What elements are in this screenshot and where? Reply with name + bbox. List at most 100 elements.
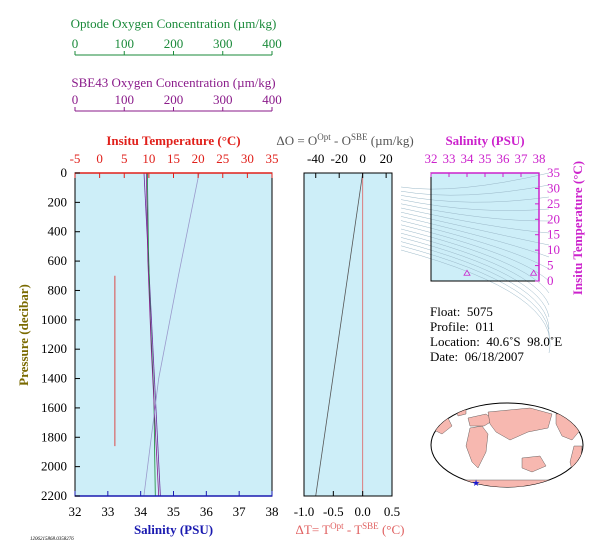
ts-temperature-tick-label: 10 [547, 242, 560, 257]
salinity-tick-label: 38 [266, 504, 279, 519]
profile-label: Profile: 011 [430, 319, 495, 334]
pressure-tick-label: 800 [48, 282, 68, 297]
location-label: Location: 40.6˚S 98.0˚E [430, 334, 563, 349]
ts-temperature-tick-label: 20 [547, 211, 560, 226]
land-mass [487, 407, 553, 441]
land-mass [465, 425, 489, 469]
ts-panel-bg [431, 173, 539, 281]
ts-temperature-tick-label: 5 [547, 258, 554, 273]
temperature-tick-label: 0 [96, 151, 103, 166]
ts-point [463, 269, 471, 276]
ts-temperature-tick-label: 30 [547, 180, 560, 195]
date-label: Date: 06/18/2007 [430, 349, 524, 364]
pressure-tick-label: 1600 [41, 400, 67, 415]
temperature-tick-label: 30 [241, 151, 254, 166]
delta-o-tick-label: -20 [331, 151, 348, 166]
delta-t-tick-label: -0.5 [323, 504, 344, 519]
ts-salinity-axis-title: Salinity (PSU) [445, 133, 524, 148]
ts-density-contour [400, 207, 550, 234]
delta-o-tick-label: 20 [380, 151, 393, 166]
pressure-tick-label: 0 [61, 165, 68, 180]
pressure-axis-title: Pressure (decibar) [16, 284, 31, 386]
delta-t-axis-title: ΔT= TOpt - TSBE (°C) [296, 521, 405, 537]
temperature-tick-label: 20 [192, 151, 205, 166]
ts-temperature-tick-label: 15 [547, 227, 560, 242]
footer-stamp: 1206215868.0358276 [30, 537, 74, 542]
delta-t-tick-label: 0.0 [355, 504, 371, 519]
salinity-tick-label: 36 [200, 504, 214, 519]
pressure-tick-label: 400 [48, 224, 68, 239]
delta-panel-frame [303, 172, 393, 497]
ts-temperature-axis-title: Insitu Temperature (°C) [570, 161, 585, 295]
ts-density-contour [400, 216, 550, 258]
pressure-tick-label: 1200 [41, 341, 67, 356]
salinity-tick-label: 35 [167, 504, 180, 519]
pressure-tick-label: 2000 [41, 459, 67, 474]
temperature-tick-label: -5 [70, 151, 81, 166]
ts-density-contour [400, 184, 550, 196]
series-salinity [143, 172, 161, 497]
ts-density-contour [400, 172, 550, 190]
salinity-tick-label: 32 [69, 504, 82, 519]
ts-density-contour [400, 203, 550, 222]
pressure-tick-label: 1400 [41, 371, 67, 386]
ts-density-contour [400, 224, 550, 282]
optode-axis-label: Optode Oxygen Concentration (µm/kg) [71, 16, 277, 31]
ts-density-contour [400, 199, 550, 211]
ts-salinity-tick-label: 34 [461, 151, 475, 166]
temperature-tick-label: 25 [216, 151, 229, 166]
profile-panel-bg [75, 173, 272, 496]
series-sbe43 [146, 172, 160, 497]
delta-t-tick-label: 0.5 [384, 504, 400, 519]
ts-salinity-tick-label: 35 [479, 151, 492, 166]
temperature-tick-label: 5 [121, 151, 128, 166]
sbe43-axis-tick-label: 200 [164, 92, 184, 107]
ts-density-contour [400, 195, 550, 203]
land-mass [439, 479, 581, 487]
ts-point [529, 269, 538, 276]
optode-axis-tick-label: 300 [213, 36, 233, 51]
ts-density-contour [400, 241, 550, 330]
pressure-tick-label: 600 [48, 253, 68, 268]
ts-density-contour [400, 245, 550, 342]
pressure-tick-label: 1000 [41, 312, 67, 327]
pressure-tick-label: 200 [48, 194, 68, 209]
land-mass [467, 413, 495, 427]
pressure-tick-label: 2200 [41, 488, 67, 503]
ts-temperature-tick-label: 35 [547, 165, 560, 180]
temperature-axis-title: Insitu Temperature (°C) [106, 133, 240, 148]
land-mass [521, 455, 547, 473]
ts-salinity-tick-label: 37 [515, 151, 529, 166]
optode-axis-tick-label: 200 [164, 36, 184, 51]
delta-t-tick-label: -1.0 [294, 504, 315, 519]
ts-salinity-tick-label: 36 [497, 151, 511, 166]
optode-axis-tick-label: 100 [115, 36, 135, 51]
delta-o-tick-label: 0 [359, 151, 366, 166]
delta-o-tick-label: -40 [307, 151, 324, 166]
series-temperature-upper [143, 172, 200, 497]
ts-salinity-tick-label: 33 [443, 151, 456, 166]
ts-density-contour [400, 228, 550, 294]
temperature-tick-label: 35 [266, 151, 279, 166]
salinity-tick-label: 33 [101, 504, 114, 519]
pressure-tick-label: 1800 [41, 429, 67, 444]
ts-temperature-tick-label: 25 [547, 196, 560, 211]
salinity-tick-label: 37 [233, 504, 247, 519]
ts-temperature-tick-label: 0 [547, 273, 554, 288]
salinity-tick-label: 34 [134, 504, 148, 519]
sbe43-axis-tick-label: 300 [213, 92, 233, 107]
optode-axis-tick-label: 400 [262, 36, 282, 51]
sbe43-axis-tick-label: 100 [115, 92, 135, 107]
ts-salinity-tick-label: 38 [533, 151, 546, 166]
ts-density-contour [400, 249, 551, 354]
ts-salinity-tick-label: 32 [425, 151, 438, 166]
ts-density-contour [400, 211, 550, 246]
salinity-axis-title: Salinity (PSU) [134, 522, 213, 537]
ts-density-contour [400, 237, 550, 318]
sbe43-axis-tick-label: 0 [72, 92, 79, 107]
delta-panel-bg [304, 173, 392, 496]
temperature-tick-label: 15 [167, 151, 180, 166]
float-label: Float: 5075 [430, 304, 493, 319]
temperature-tick-label: 10 [142, 151, 155, 166]
